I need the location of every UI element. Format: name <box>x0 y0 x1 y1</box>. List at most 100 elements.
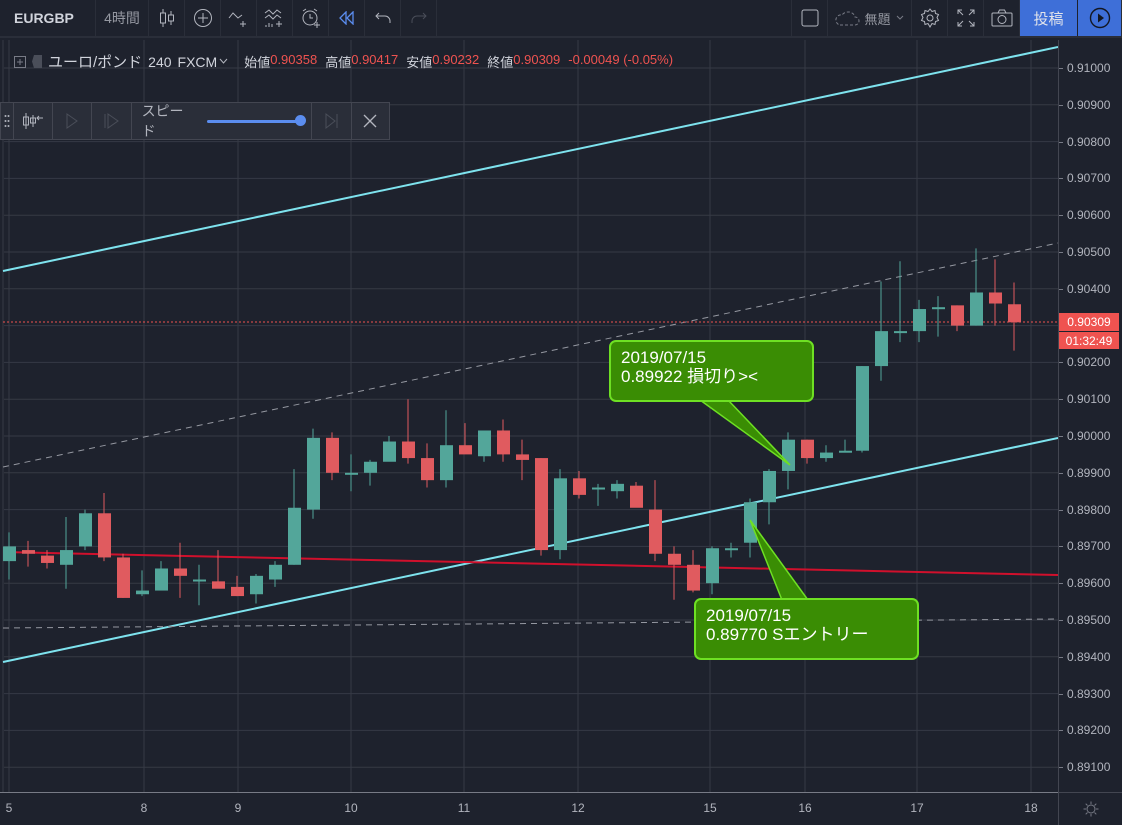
jump-to-realtime-button[interactable] <box>312 103 352 139</box>
chevron-down-icon[interactable] <box>219 58 228 65</box>
candle-up <box>782 439 795 471</box>
candle-up <box>307 437 320 510</box>
replay-button[interactable] <box>329 0 365 36</box>
select-bar-button[interactable] <box>14 103 54 139</box>
price-tick: 0.89100 <box>1058 760 1111 775</box>
step-forward-button[interactable] <box>92 103 132 139</box>
layout-square-icon <box>801 9 818 27</box>
low-label: 安値 <box>406 55 433 70</box>
time-tick: 10 <box>344 801 358 815</box>
time-tick: 8 <box>140 801 148 815</box>
candle-down <box>421 458 434 481</box>
time-tick: 9 <box>234 801 242 815</box>
drag-handle-icon <box>4 115 10 127</box>
undo-button[interactable] <box>365 0 401 36</box>
candle-down <box>326 437 339 473</box>
candlestick-style-button[interactable] <box>149 0 185 36</box>
layout-name-button[interactable]: 無題 <box>828 0 912 36</box>
layout-button[interactable] <box>792 0 828 36</box>
undo-icon <box>374 12 390 23</box>
price-tick: 0.90900 <box>1058 97 1111 112</box>
candle-up <box>913 309 926 332</box>
toolbar-spacer <box>437 0 792 36</box>
scale-settings-button[interactable] <box>1058 792 1122 825</box>
candle-down <box>573 478 586 495</box>
settings-button[interactable] <box>912 0 948 36</box>
add-indicator-button[interactable] <box>185 0 221 36</box>
publish-button[interactable]: 投稿 <box>1020 0 1078 36</box>
annotation-stop-loss[interactable]: 2019/07/15 0.89922 損切り>< <box>609 340 814 402</box>
speed-slider-knob[interactable] <box>295 115 307 126</box>
symbol-source[interactable]: FXCM <box>177 53 218 70</box>
interval-button[interactable]: 4時間 <box>96 0 149 36</box>
replay-play-button[interactable] <box>53 103 93 139</box>
gear-icon <box>920 8 939 28</box>
candle-up <box>706 548 719 584</box>
speed-label: スピード <box>141 103 184 139</box>
price-tick: 0.90700 <box>1058 171 1111 186</box>
snapshot-button[interactable] <box>984 0 1020 36</box>
chart-background <box>0 40 1058 792</box>
alert-button[interactable] <box>293 0 329 36</box>
candle-down <box>801 439 814 459</box>
expand-plus-icon[interactable] <box>14 55 26 68</box>
time-tick: 12 <box>571 801 585 815</box>
candle-up <box>269 564 282 580</box>
current-price-label: 0.90309 <box>1059 313 1119 331</box>
camera-icon <box>991 9 1012 27</box>
drag-handle[interactable] <box>1 103 14 139</box>
price-tick: 0.90200 <box>1058 355 1111 370</box>
price-tick: 0.89500 <box>1058 613 1111 627</box>
support-line <box>2 551 1058 576</box>
candle-down <box>989 292 1002 304</box>
symbol-name[interactable]: ユーロ/ポンド <box>48 54 143 71</box>
fullscreen-button[interactable] <box>948 0 984 36</box>
price-tick: 0.90800 <box>1058 134 1111 149</box>
price-chart[interactable] <box>0 40 1058 792</box>
indicators-icon <box>264 9 282 27</box>
candle-up <box>554 478 567 551</box>
candle-down <box>687 564 700 591</box>
price-axis[interactable]: 0.91000 0.90900 0.90800 0.90700 0.90600 0.905… <box>1058 40 1122 792</box>
close-replay-button[interactable] <box>352 103 389 139</box>
speed-slider[interactable] <box>206 115 307 126</box>
time-tick: 18 <box>1024 801 1038 815</box>
change-value: -0.00049 (-0.05%) <box>568 52 674 67</box>
low-value: 0.90232 <box>432 52 480 67</box>
close-icon <box>363 114 377 128</box>
price-tick: 0.90400 <box>1058 281 1111 296</box>
candle-up <box>79 513 92 547</box>
candle-up <box>856 366 869 451</box>
time-tick: 15 <box>703 801 717 815</box>
bar-countdown-label: 01:32:49 <box>1059 332 1119 349</box>
symbol-search-button[interactable]: EURGBP <box>0 0 96 36</box>
price-tick: 0.90600 <box>1058 208 1111 223</box>
open-value: 0.90358 <box>270 52 318 67</box>
indicators-button[interactable] <box>257 0 293 36</box>
fullscreen-icon <box>957 9 974 27</box>
step-forward-icon <box>104 113 120 129</box>
annotation-short-entry[interactable]: 2019/07/15 0.89770 Sエントリー <box>694 598 919 660</box>
redo-button[interactable] <box>401 0 437 36</box>
alarm-clock-icon <box>302 8 320 28</box>
compare-button[interactable] <box>221 0 257 36</box>
play-button[interactable] <box>1078 0 1122 36</box>
compare-icon <box>228 12 246 27</box>
high-label: 高値 <box>325 55 352 70</box>
price-tick: 0.90000 <box>1058 429 1111 443</box>
skip-end-icon <box>325 113 338 129</box>
time-tick: 16 <box>798 801 812 815</box>
candle-down <box>174 568 187 576</box>
candlestick-style-icon <box>159 9 174 27</box>
close-label: 終値 <box>487 55 514 70</box>
close-value: 0.90309 <box>513 52 561 67</box>
candle-up <box>383 441 396 462</box>
annotation-date: 2019/07/15 <box>621 348 707 367</box>
play-icon <box>66 113 79 129</box>
add-circle-icon <box>193 9 212 27</box>
sun-settings-icon <box>1083 801 1099 817</box>
time-axis[interactable]: 5 8 9 10 11 12 15 16 17 18 <box>0 792 1058 825</box>
candle-up <box>932 307 945 310</box>
candle-down <box>231 586 244 597</box>
price-tick: 0.90500 <box>1058 245 1111 259</box>
